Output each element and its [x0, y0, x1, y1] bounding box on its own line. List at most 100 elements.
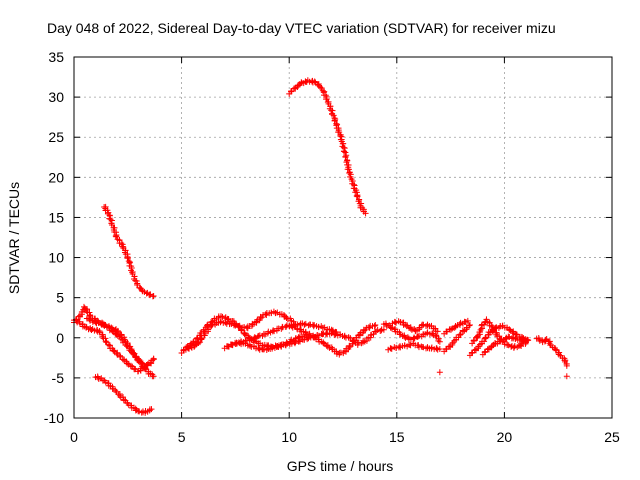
- data-point: [150, 355, 157, 362]
- data-point: [349, 338, 356, 345]
- data-point: [493, 331, 500, 338]
- data-point: [436, 369, 443, 376]
- data-point: [341, 148, 348, 155]
- data-point: [279, 324, 286, 331]
- chart-title: Day 048 of 2022, Sidereal Day-to-day VTE…: [47, 20, 556, 36]
- data-point: [315, 324, 322, 331]
- data-point: [456, 331, 463, 338]
- data-point: [139, 360, 146, 367]
- y-tick-label: 5: [56, 290, 64, 306]
- data-point: [333, 329, 340, 336]
- data-point: [143, 290, 150, 297]
- y-tick-label: -5: [52, 370, 65, 386]
- data-point: [262, 311, 269, 318]
- data-point: [504, 341, 511, 348]
- data-point: [362, 210, 369, 217]
- data-point: [481, 338, 488, 345]
- data-point: [509, 329, 516, 336]
- data-point: [517, 342, 524, 349]
- data-point: [490, 326, 497, 333]
- data-point: [106, 212, 113, 219]
- data-point: [371, 323, 378, 330]
- data-point: [434, 328, 441, 335]
- data-point: [488, 322, 495, 329]
- y-axis-label: SDTVAR / TECUs: [6, 182, 22, 294]
- data-point: [482, 335, 489, 342]
- data-point: [209, 321, 216, 328]
- data-point: [318, 85, 325, 92]
- data-point: [392, 319, 399, 326]
- x-tick-label: 20: [497, 429, 513, 445]
- data-point: [288, 323, 295, 330]
- data-point: [138, 359, 145, 366]
- data-point: [195, 339, 202, 346]
- data-point: [256, 332, 263, 339]
- data-point: [283, 339, 290, 346]
- data-point: [229, 341, 236, 348]
- data-point: [506, 326, 513, 333]
- data-point: [483, 316, 490, 323]
- data-point: [110, 347, 117, 354]
- data-point: [524, 336, 531, 343]
- y-tick-label: 35: [48, 49, 64, 65]
- data-point: [466, 321, 473, 328]
- data-point: [563, 373, 570, 380]
- data-points: [71, 77, 570, 416]
- y-tick-label: 25: [48, 129, 64, 145]
- data-point: [150, 373, 157, 380]
- data-point: [197, 339, 204, 346]
- tick-labels: 0 5 10 15 20 25 -10 -5 0 5 10 15 20 25 30 35: [44, 49, 620, 445]
- data-point: [387, 324, 394, 331]
- data-point: [150, 293, 157, 300]
- data-point: [306, 332, 313, 339]
- data-point: [508, 343, 515, 350]
- data-point: [401, 333, 408, 340]
- data-point: [380, 326, 387, 333]
- data-point: [525, 337, 532, 344]
- data-point: [329, 328, 336, 335]
- data-point: [102, 338, 109, 345]
- data-point: [311, 78, 318, 85]
- data-point: [464, 317, 471, 324]
- y-tick-label: 15: [48, 209, 64, 225]
- data-point: [124, 255, 131, 262]
- x-tick-label: 5: [178, 429, 186, 445]
- x-tick-label: 15: [389, 429, 405, 445]
- data-point: [372, 321, 379, 328]
- data-point: [552, 346, 559, 353]
- data-point: [341, 145, 348, 152]
- data-point: [241, 330, 248, 337]
- data-point: [436, 338, 443, 345]
- x-tick-label: 10: [281, 429, 297, 445]
- y-tick-label: 20: [48, 169, 64, 185]
- data-point: [323, 329, 330, 336]
- data-point: [447, 326, 454, 333]
- grid-lines: [74, 57, 612, 418]
- data-point: [88, 327, 95, 334]
- data-point: [148, 406, 155, 413]
- data-point: [291, 340, 298, 347]
- data-point: [383, 321, 390, 328]
- data-point: [235, 323, 242, 330]
- data-point: [109, 328, 116, 335]
- data-point: [118, 240, 125, 247]
- data-point: [288, 336, 295, 343]
- data-point: [122, 341, 129, 348]
- data-point: [101, 322, 108, 329]
- data-point: [301, 321, 308, 328]
- data-point: [128, 362, 135, 369]
- data-point: [466, 322, 473, 329]
- data-point: [218, 313, 225, 320]
- data-point: [95, 374, 102, 381]
- data-point: [96, 328, 103, 335]
- data-point: [251, 334, 258, 341]
- data-point: [353, 193, 360, 200]
- data-point: [198, 335, 205, 342]
- x-tick-label: 25: [604, 429, 620, 445]
- data-point: [283, 314, 290, 321]
- data-point: [107, 216, 114, 223]
- data-point: [221, 315, 228, 322]
- data-point: [327, 103, 334, 110]
- x-tick-label: 0: [70, 429, 78, 445]
